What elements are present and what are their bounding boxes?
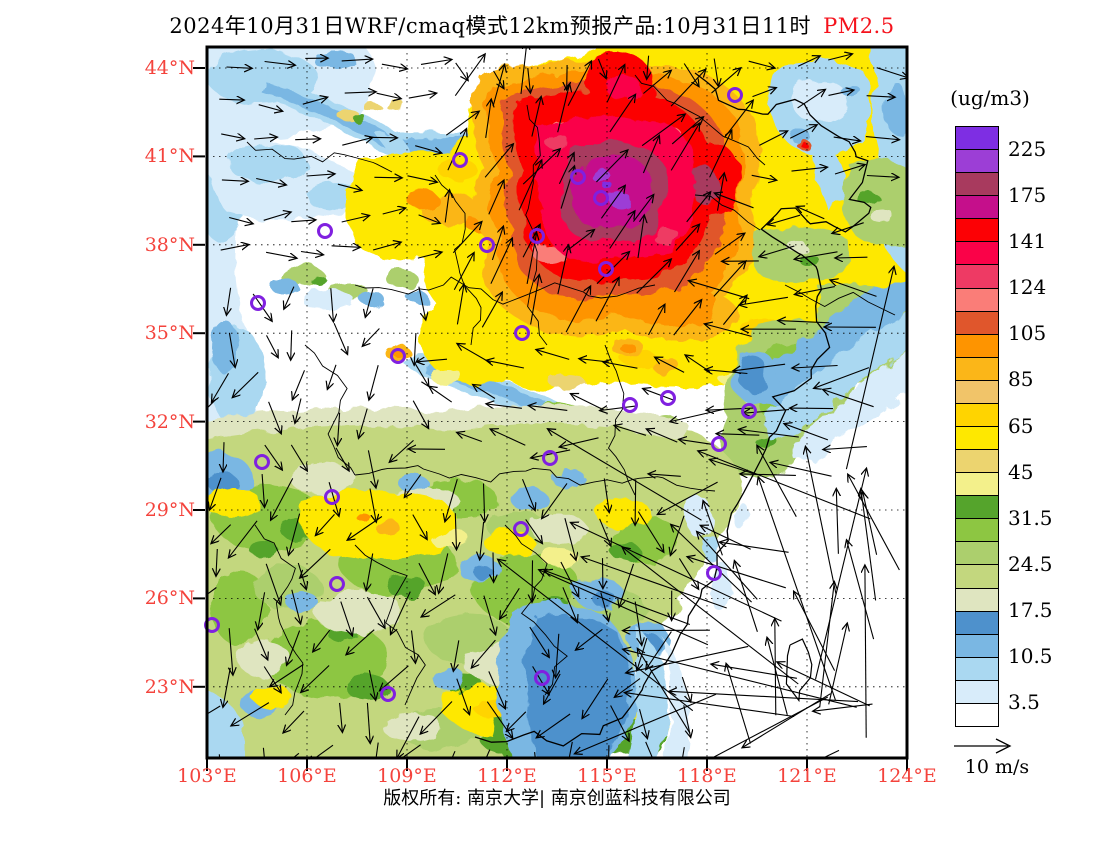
colorbar-cell [956, 218, 998, 242]
city-marker [380, 686, 396, 702]
colorbar-tick-label: 175 [1008, 183, 1047, 208]
lon-tick-label: 103°E [177, 765, 237, 787]
lon-tick-label: 109°E [377, 765, 437, 787]
colorbar-cell [956, 679, 998, 703]
lat-tick-label: 35°N [144, 322, 195, 345]
colorbar-cell [956, 356, 998, 380]
colorbar-tick-label: 17.5 [1008, 597, 1053, 622]
lat-tick-label: 38°N [144, 233, 195, 256]
colorbar-cell [956, 495, 998, 519]
colorbar-cell [956, 610, 998, 634]
colorbar-cell [956, 472, 998, 496]
colorbar-cell [956, 402, 998, 427]
coastline-borders [246, 72, 896, 747]
wind-scale-arrow-icon [954, 738, 1012, 754]
city-marker [254, 454, 270, 470]
lat-tick-label: 44°N [144, 57, 195, 79]
graticule-gridlines [207, 47, 907, 758]
colorbar-cell [956, 633, 998, 657]
colorbar-cell [956, 564, 998, 588]
colorbar-tick-label: 85 [1008, 367, 1034, 392]
lon-tick-label: 124°E [877, 765, 937, 787]
city-marker [513, 521, 529, 537]
city-marker [741, 403, 757, 419]
city-marker [317, 223, 333, 239]
colorbar-cell [956, 379, 998, 403]
lat-tick-label: 41°N [144, 145, 195, 168]
city-marker [570, 169, 586, 185]
lat-tick-label: 26°N [144, 587, 195, 610]
colorbar [955, 126, 999, 727]
city-marker [250, 295, 266, 311]
colorbar-cell [956, 149, 998, 173]
city-marker [324, 489, 340, 505]
colorbar-tick-label: 3.5 [1008, 689, 1040, 714]
city-marker [479, 237, 495, 253]
wind-vectors [207, 47, 907, 758]
lon-tick-label: 121°E [777, 765, 837, 787]
page-title: 2024年10月31日WRF/cmaq模式12km预报产品:10月31日11时 P… [0, 10, 1064, 40]
colorbar-tick-label: 65 [1008, 413, 1034, 438]
title-main: 2024年10月31日WRF/cmaq模式12km预报产品:10月31日11时 [169, 14, 812, 38]
colorbar-cell [956, 656, 998, 680]
city-marker [452, 152, 468, 168]
lon-tick-label: 112°E [477, 765, 537, 787]
pm25-map-canvas [193, 45, 909, 771]
colorbar-cell [956, 518, 998, 542]
city-marker [329, 576, 345, 592]
city-marker [598, 261, 614, 277]
colorbar-cell [956, 241, 998, 265]
colorbar-tick-label: 45 [1008, 459, 1034, 484]
colorbar-tick-label: 10.5 [1008, 643, 1053, 668]
colorbar-tick-label: 124 [1008, 275, 1047, 300]
city-marker [542, 450, 558, 466]
colorbar-cell [956, 333, 998, 357]
colorbar-tick-label: 24.5 [1008, 551, 1053, 576]
city-marker [593, 190, 609, 206]
wind-scale-label: 10 m/s [964, 756, 1030, 778]
colorbar-cell [956, 541, 998, 565]
city-marker [622, 397, 638, 413]
colorbar-cell [956, 702, 998, 727]
colorbar-cell [956, 264, 998, 288]
lat-tick-label: 29°N [144, 499, 195, 521]
city-marker [706, 565, 722, 581]
lat-tick-label: 32°N [144, 410, 195, 433]
city-marker [390, 348, 406, 364]
map-border [205, 45, 909, 760]
copyright-text: 版权所有: 南京大学| 南京创蓝科技有限公司 [383, 788, 731, 809]
lon-tick-label: 115°E [577, 765, 637, 787]
colorbar-cell [956, 127, 998, 150]
colorbar-tick-label: 31.5 [1008, 505, 1053, 530]
lon-tick-label: 118°E [677, 765, 737, 787]
colorbar-unit-label: (ug/m3) [950, 86, 1030, 110]
colorbar-tick-label: 105 [1008, 321, 1047, 346]
colorbar-cell [956, 287, 998, 311]
city-marker [534, 670, 550, 686]
city-marker [711, 436, 727, 452]
city-marker [660, 390, 676, 406]
colorbar-cell [956, 426, 998, 450]
city-marker [514, 325, 530, 341]
colorbar-cell [956, 195, 998, 219]
city-marker [727, 87, 743, 103]
colorbar-cell [956, 172, 998, 196]
colorbar-tick-label: 225 [1008, 137, 1047, 162]
colorbar-tick-label: 141 [1008, 229, 1047, 254]
pm25-field [207, 47, 907, 758]
colorbar-cell [956, 449, 998, 473]
lon-tick-label: 106°E [277, 765, 337, 787]
axis-ticks [193, 67, 908, 771]
city-marker [529, 228, 545, 244]
colorbar-cell [956, 310, 998, 334]
city-markers [204, 87, 757, 702]
colorbar-cell [956, 587, 998, 611]
lat-tick-label: 23°N [144, 675, 195, 698]
title-species: PM2.5 [823, 14, 895, 38]
